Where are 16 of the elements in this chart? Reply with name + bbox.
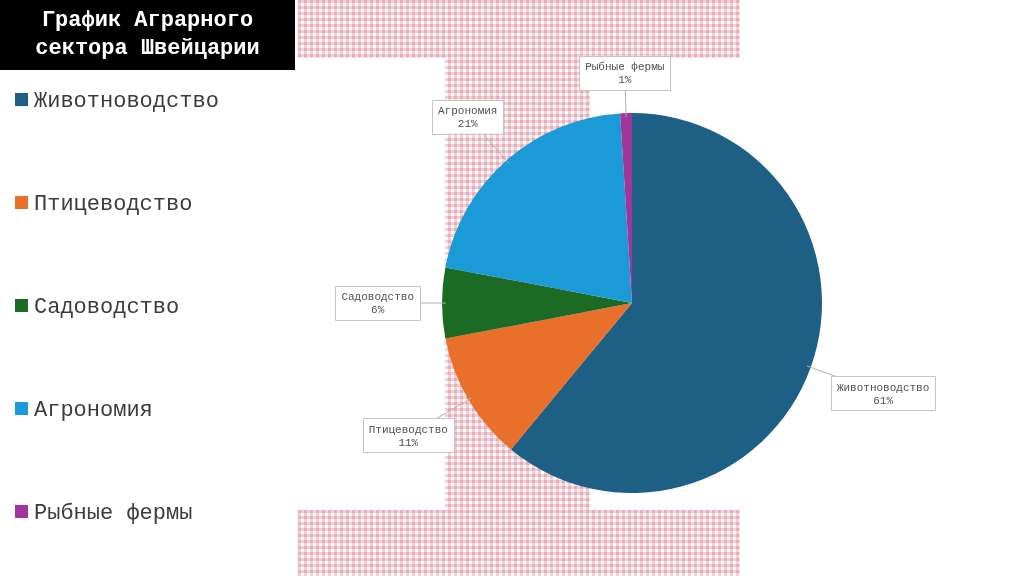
chart-title: График Аграрного сектора Швейцарии xyxy=(0,0,295,70)
slice-label: Рыбные фермы xyxy=(585,61,665,74)
slice-label: Птицеводство xyxy=(368,423,448,436)
legend-label: Рыбные фермы xyxy=(34,500,193,526)
data-label: 21% xyxy=(457,118,479,131)
data-label: 6% xyxy=(371,304,385,317)
legend-label: Садоводство xyxy=(34,294,180,320)
data-label: 11% xyxy=(398,436,419,449)
data-label: 1% xyxy=(618,74,632,87)
data-label: 61% xyxy=(873,394,894,407)
slice-label: Животноводство xyxy=(836,381,930,394)
slice-label: Агрономия xyxy=(438,105,498,118)
slice-label: Садоводство xyxy=(341,291,415,304)
legend-label: Животноводство xyxy=(34,88,219,114)
legend-label: Агрономия xyxy=(34,397,153,423)
legend-label: Птицеводство xyxy=(34,191,193,217)
